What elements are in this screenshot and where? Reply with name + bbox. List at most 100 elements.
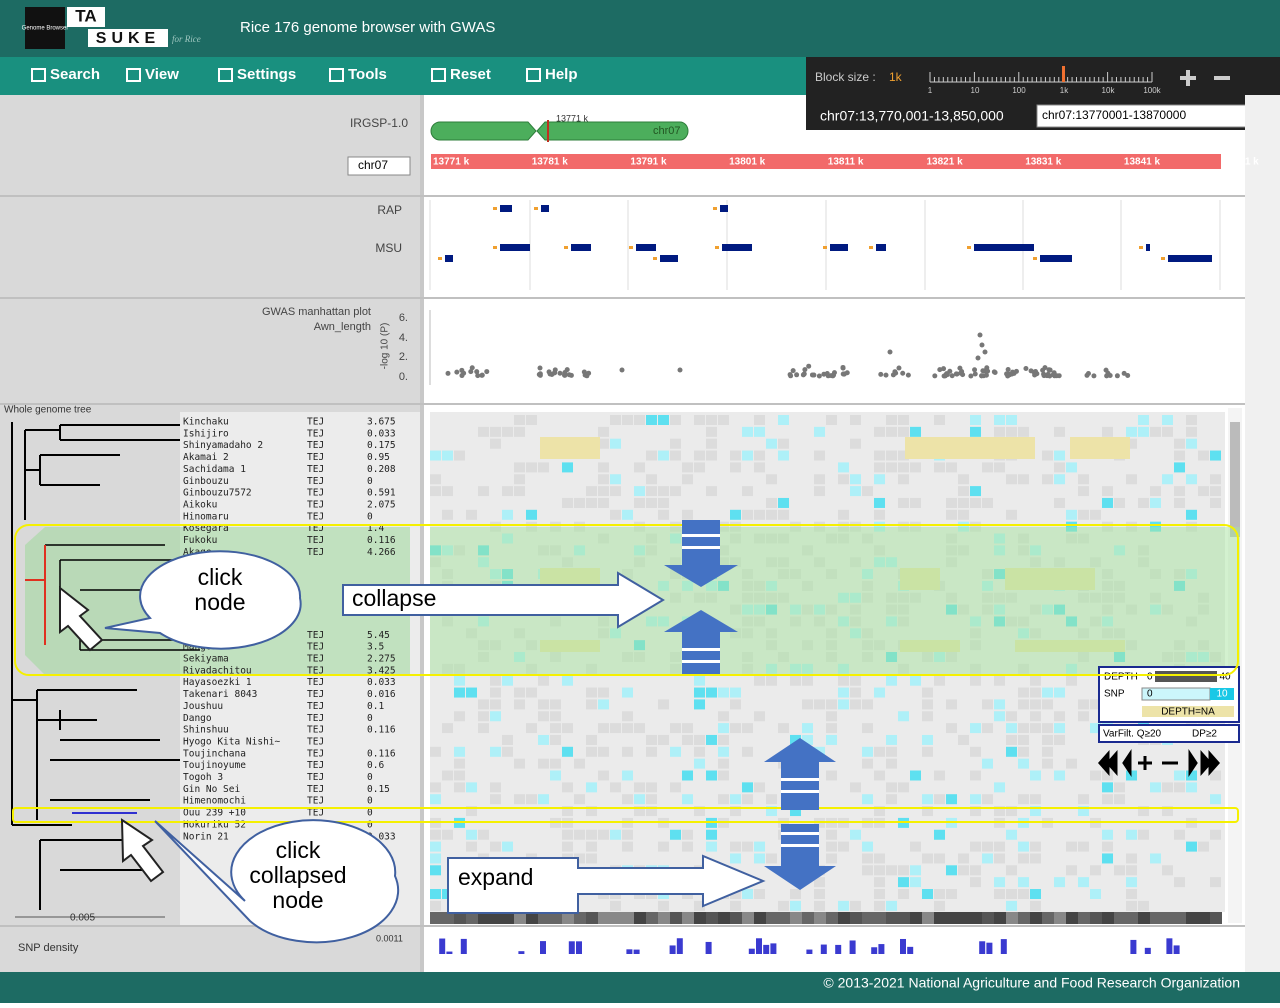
row-group: TEJ (307, 630, 324, 641)
density-bar (820, 944, 827, 954)
snp-max-box (1210, 688, 1234, 700)
ruler-label: 13851 k (1223, 157, 1260, 168)
gwas-dot (887, 349, 893, 355)
heatmap-cell (1042, 474, 1053, 485)
depth-bar (826, 912, 838, 924)
heatmap-cell (766, 853, 777, 864)
heatmap-cell (670, 782, 681, 793)
heatmap-cell (466, 509, 477, 520)
heatmap-cell (514, 462, 525, 473)
heatmap-cell (754, 711, 765, 722)
row-group: TEJ (307, 511, 324, 522)
heatmap-cell (922, 734, 933, 745)
density-bar (979, 941, 986, 954)
heatmap-cell (1186, 509, 1197, 520)
heatmap-cell (910, 770, 921, 781)
zoom-in[interactable] (1180, 70, 1196, 86)
heatmap-cell (718, 746, 729, 757)
heatmap-cell (1210, 486, 1221, 497)
heatmap-cell (610, 486, 621, 497)
heatmap-cell (514, 794, 525, 805)
heatmap-cell (502, 426, 513, 437)
menu-item[interactable]: Settings (237, 66, 296, 83)
heatmap-cell (622, 841, 633, 852)
gene (720, 205, 728, 212)
menu-item[interactable]: View (145, 66, 179, 83)
legend-snp-min: 0 (1147, 689, 1153, 700)
heatmap-cell (742, 782, 753, 793)
heatmap-cell (1162, 426, 1173, 437)
heatmap-cell (658, 509, 669, 520)
heatmap-cell (970, 723, 981, 734)
heatmap-cell (838, 462, 849, 473)
heatmap-cell (946, 794, 957, 805)
heatmap-cell (610, 723, 621, 734)
heatmap-cell (1030, 889, 1041, 899)
menu-item[interactable]: Help (545, 66, 578, 83)
menu-item[interactable]: Search (50, 66, 100, 83)
heatmap-cell (946, 865, 957, 876)
menu-item[interactable]: Reset (450, 66, 491, 83)
heatmap-cell (430, 450, 441, 461)
footer (0, 972, 1280, 1003)
heatmap-cell (430, 746, 441, 757)
density-bar (576, 941, 582, 954)
heatmap-cell (850, 415, 861, 425)
depth-bar (550, 912, 562, 924)
heatmap-cell (706, 829, 717, 840)
heatmap-cell (934, 829, 945, 840)
gwas-dot (1047, 367, 1053, 373)
heatmap-cell (1138, 806, 1149, 817)
heatmap-cell (922, 806, 933, 817)
heatmap-cell (862, 746, 873, 757)
depth-bar (634, 912, 646, 924)
gene (636, 244, 656, 251)
ruler-label: 13811 k (828, 157, 864, 168)
depth-bar (610, 912, 622, 924)
heatmap-cell (634, 782, 645, 793)
heatmap-cell (1114, 794, 1125, 805)
heatmap-cell (754, 450, 765, 461)
heatmap-cell (1186, 841, 1197, 852)
chromosome-select-text[interactable]: chr07 (358, 158, 388, 172)
row-name: Gin No Sei (183, 784, 240, 795)
heatmap-cell (994, 699, 1005, 710)
heatmap-cell (1210, 497, 1221, 508)
heatmap-cell (814, 521, 825, 532)
heatmap-cell (970, 426, 981, 437)
heatmap-cell (970, 497, 981, 508)
heatmap-cell (646, 450, 657, 461)
gwas-dot (840, 364, 846, 370)
heatmap-cell (778, 438, 789, 449)
heatmap-cell (634, 462, 645, 473)
menu-item[interactable]: Tools (348, 66, 387, 83)
heatmap-cell (1138, 829, 1149, 840)
row-name: Hayasoezki 1 (183, 677, 252, 688)
heatmap-cell (1066, 462, 1077, 473)
gwas-dot (840, 371, 846, 377)
menu-icon (218, 68, 233, 82)
depth-bar (1114, 912, 1126, 924)
heatmap-cell (898, 415, 909, 425)
heatmap-cell (742, 746, 753, 757)
row-value: 0 (367, 808, 373, 819)
depth-bar (1090, 912, 1102, 924)
heatmap-cell (874, 877, 885, 888)
density-bar (1130, 939, 1137, 954)
heatmap-cell (874, 806, 885, 817)
heatmap-cell (958, 734, 969, 745)
heatmap-cell (970, 806, 981, 817)
logo-small: Genome Browser (22, 26, 69, 32)
heatmap-cell (490, 438, 501, 449)
callout (154, 819, 400, 944)
gwas-dot (1084, 372, 1090, 378)
nav-buttons[interactable] (1097, 749, 1221, 777)
position-input-text[interactable]: chr07:13770001-13870000 (1042, 108, 1186, 122)
pointer-arrow (120, 818, 165, 883)
heatmap-cell (1102, 841, 1113, 852)
gwas-dot (893, 370, 899, 376)
heatmap-cell (1030, 806, 1041, 817)
heatmap-cell (874, 900, 885, 911)
heatmap-cell (850, 687, 861, 698)
heatmap-cell (1162, 474, 1173, 485)
